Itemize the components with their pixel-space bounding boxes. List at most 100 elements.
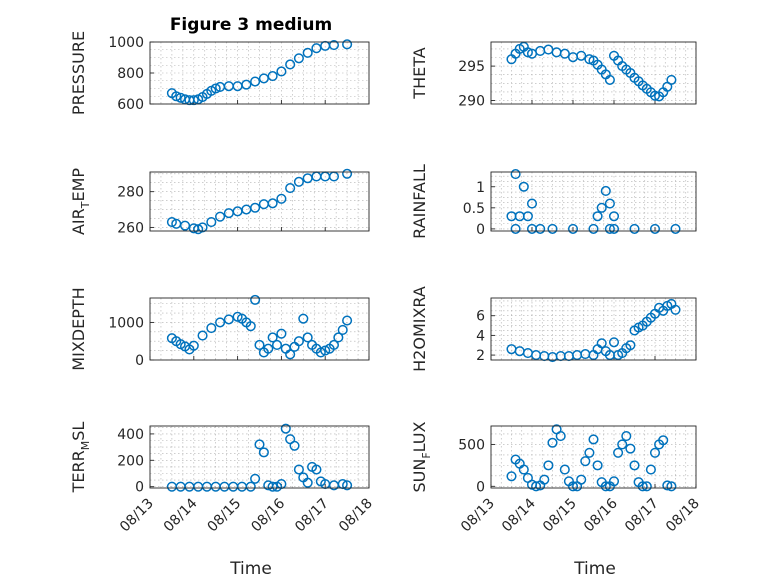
data-point [510, 223, 521, 234]
subplot-mixdepth: 0 1000 MIXDEPTH [69, 287, 370, 371]
data-point [276, 193, 287, 204]
data-point [637, 481, 648, 492]
data-point [518, 181, 529, 192]
axes-frame [149, 425, 370, 489]
data-point [210, 83, 221, 94]
subplot-theta: 290 295 THETA [410, 41, 697, 110]
y-tick-label: 1000 [108, 315, 144, 331]
data-point [337, 324, 348, 335]
y-tick-label: 500 [458, 437, 485, 453]
data-point [267, 198, 278, 209]
data-point [342, 480, 353, 491]
data-point [302, 477, 313, 488]
data-point [342, 39, 353, 50]
data-point [604, 198, 615, 209]
y-axis-label: THETA [410, 47, 429, 99]
axes-frame [490, 171, 697, 232]
data-point [285, 349, 296, 360]
data-point [604, 223, 615, 234]
data-point [302, 47, 313, 58]
data-point [588, 223, 599, 234]
y-axis-label: TERRMSL [69, 422, 92, 494]
data-point [592, 460, 603, 471]
data-point [206, 323, 217, 334]
x-tick-label: 08/16 [248, 495, 288, 535]
data-point [254, 339, 265, 351]
data-point [658, 435, 669, 446]
data-point [621, 431, 632, 442]
axes-frame [149, 41, 370, 105]
data-point [333, 332, 344, 343]
data-point [666, 481, 677, 492]
data-point [328, 339, 340, 351]
x-axis-label-right: Time [573, 559, 616, 579]
y-tick-label: 290 [458, 94, 485, 110]
x-tick-label: 08/14 [499, 495, 539, 535]
data-point [258, 447, 269, 458]
x-tick-label: 08/15 [205, 496, 245, 536]
x-tick-label: 08/15 [540, 496, 580, 536]
y-tick-label: 6 [476, 309, 485, 325]
data-point [649, 90, 661, 101]
data-point [608, 211, 620, 222]
data-point [311, 464, 322, 475]
data-point [596, 338, 607, 349]
y-axis-label: RAINFALL [410, 164, 429, 239]
y-tick-label: 1000 [108, 35, 144, 51]
x-tick-label: 08/17 [622, 496, 662, 536]
subplot-air_temp: 260 280 AIRTEMP [69, 168, 370, 236]
x-tick-label: 08/13 [117, 496, 157, 536]
y-tick-label: 1 [476, 180, 485, 196]
data-point [302, 332, 313, 343]
data-point [250, 76, 261, 87]
data-point [197, 222, 208, 233]
data-point [280, 423, 291, 434]
series-points [506, 424, 677, 492]
y-axis-label: SUNFLUX [410, 421, 433, 492]
series-points [506, 169, 681, 234]
data-point [608, 337, 620, 348]
data-point [293, 464, 304, 475]
data-point [298, 313, 309, 324]
y-tick-label: 4 [476, 328, 485, 344]
data-point [285, 183, 296, 194]
axes-frame [490, 41, 697, 105]
series-points [506, 41, 677, 102]
y-tick-label: 600 [117, 97, 144, 113]
data-point [531, 481, 542, 492]
series-points [166, 168, 353, 235]
data-point [670, 223, 681, 234]
data-point [559, 48, 570, 59]
data-point [250, 202, 261, 213]
data-point [662, 480, 673, 491]
data-point [223, 314, 234, 325]
y-tick-label: 400 [117, 427, 144, 443]
y-tick-label: 800 [117, 66, 144, 82]
y-axis-label: MIXDEPTH [69, 287, 88, 370]
y-tick-label: 0 [476, 222, 485, 238]
data-point [649, 223, 661, 234]
data-point [555, 431, 566, 442]
data-point [596, 202, 607, 213]
data-point [522, 211, 533, 222]
data-point [245, 481, 256, 492]
data-point [263, 343, 274, 354]
data-point [543, 460, 554, 471]
y-axis-label: H2OMIXRA [410, 286, 429, 372]
y-tick-label: 0 [476, 479, 485, 495]
data-point [584, 447, 595, 458]
data-point [510, 169, 521, 180]
data-point [267, 332, 278, 343]
data-point [215, 211, 226, 222]
y-axis-label: AIRTEMP [69, 168, 92, 235]
x-tick-label: 08/13 [458, 496, 498, 536]
x-tick-label: 08/16 [581, 495, 621, 535]
y-tick-label: 295 [458, 59, 485, 75]
data-point [289, 440, 300, 451]
data-point [271, 339, 283, 351]
data-point [506, 471, 517, 482]
y-tick-label: 260 [117, 220, 144, 236]
x-tick-label: 08/18 [336, 496, 376, 536]
data-point [600, 481, 611, 492]
data-point [267, 481, 278, 492]
